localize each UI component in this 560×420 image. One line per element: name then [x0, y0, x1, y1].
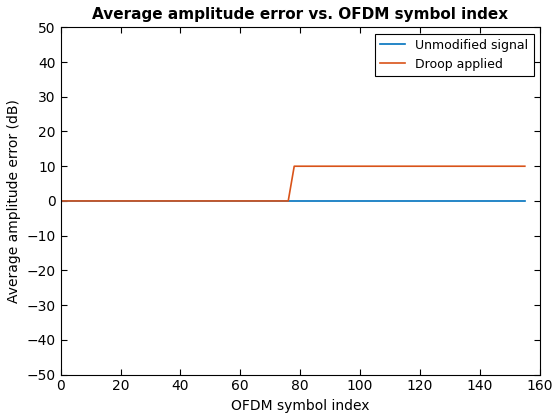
Droop applied — [285, 198, 292, 203]
Title: Average amplitude error vs. OFDM symbol index: Average amplitude error vs. OFDM symbol … — [92, 7, 508, 22]
Droop applied — [57, 198, 64, 203]
Legend: Unmodified signal, Droop applied: Unmodified signal, Droop applied — [375, 34, 534, 76]
Y-axis label: Average amplitude error (dB): Average amplitude error (dB) — [7, 99, 21, 303]
Droop applied — [291, 164, 297, 169]
X-axis label: OFDM symbol index: OFDM symbol index — [231, 399, 370, 413]
Droop applied — [288, 181, 295, 186]
Line: Droop applied: Droop applied — [60, 166, 525, 201]
Droop applied — [521, 164, 528, 169]
